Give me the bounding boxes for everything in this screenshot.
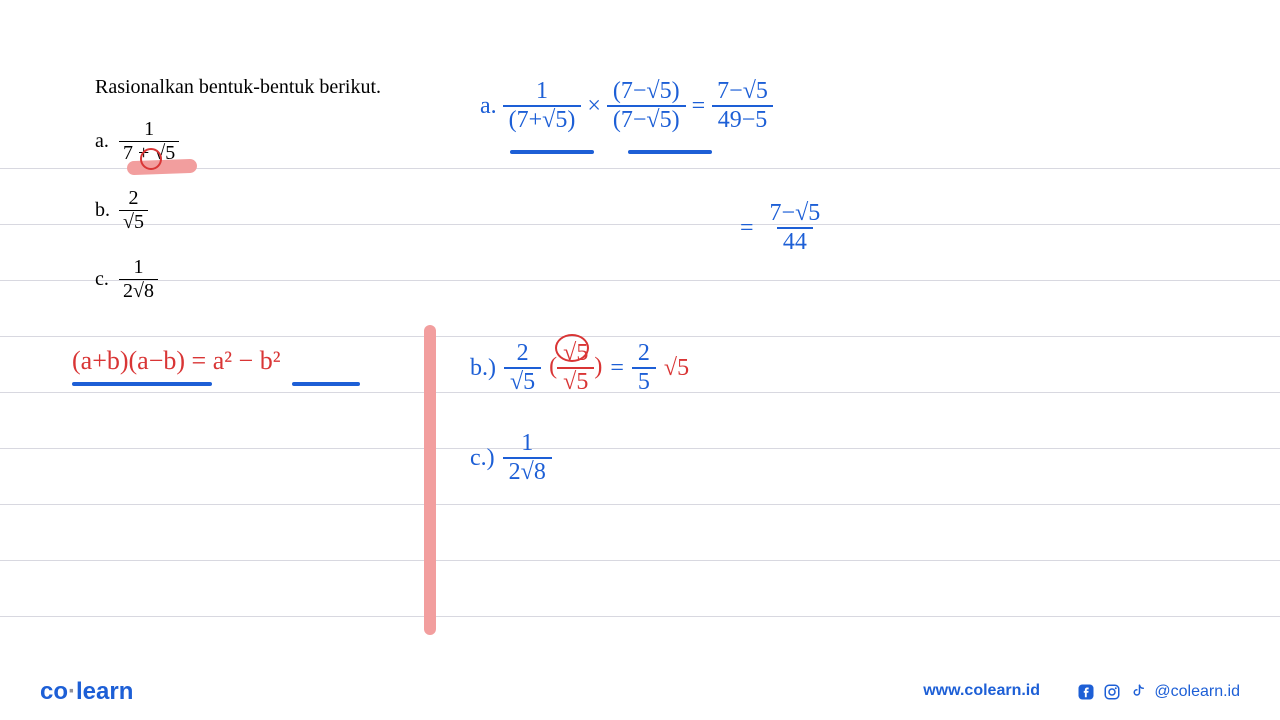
rule-line [0, 336, 1280, 337]
work-a-r1-num: 7−√5 [711, 78, 774, 105]
problem-list: a. 1 7 + √5 b. 2 √5 c. 1 2√8 [95, 118, 179, 325]
problem-a: a. 1 7 + √5 [95, 118, 179, 165]
circle-root5 [555, 334, 589, 362]
work-b-result-den: 5 [632, 367, 656, 396]
work-b: b.) 2 √5 ( √5 √5 ) = 2 5 √5 [470, 340, 689, 396]
brand-co: co [40, 678, 68, 705]
rule-line [0, 560, 1280, 561]
problem-c-letter: c. [95, 268, 119, 291]
work-a-r2-den: 44 [777, 227, 813, 256]
work-c-num: 1 [515, 430, 539, 457]
work-a-f2-den: (7−√5) [607, 105, 686, 134]
underline-a-den2 [628, 150, 712, 154]
problem-b: b. 2 √5 [95, 187, 179, 234]
problem-a-numerator: 1 [140, 118, 158, 141]
circle-plus-sign [140, 148, 162, 170]
rule-line [0, 224, 1280, 225]
underline-formula-rhs [292, 382, 360, 386]
problem-b-letter: b. [95, 199, 119, 222]
work-c-den: 2√8 [503, 457, 552, 486]
work-a-f2-num: (7−√5) [607, 78, 686, 105]
underline-formula-lhs [72, 382, 212, 386]
formula-lhs: (a+b)(a−b) [72, 346, 185, 375]
rule-line [0, 448, 1280, 449]
work-b-f1-den: √5 [504, 367, 541, 396]
problem-a-letter: a. [95, 130, 119, 153]
work-b-label: b.) [470, 355, 496, 382]
formula-eq: = [185, 346, 213, 375]
work-c: c.) 1 2√8 [470, 430, 552, 486]
equals-sign: = [692, 93, 706, 120]
underline-a-den1 [510, 150, 594, 154]
tiktok-icon[interactable] [1128, 682, 1148, 702]
work-b-result-tail: √5 [664, 355, 689, 382]
instagram-icon[interactable] [1102, 682, 1122, 702]
work-b-paren-den: √5 [557, 367, 594, 396]
problem-b-numerator: 2 [124, 187, 142, 210]
brand-dot: · [68, 678, 76, 705]
work-a-r1-den: 49−5 [712, 105, 774, 134]
rule-line [0, 504, 1280, 505]
equals-sign-2: = [740, 215, 754, 242]
work-a-r2-num: 7−√5 [764, 200, 827, 227]
brand-learn: learn [76, 678, 133, 705]
formula-rhs: a² − b² [213, 346, 281, 375]
footer: co·learn www.colearn.id @colearn.id [0, 666, 1280, 706]
problem-c-denominator: 2√8 [119, 279, 158, 303]
equals-sign-b: = [610, 355, 624, 382]
rule-line [0, 616, 1280, 617]
problem-b-denominator: √5 [119, 210, 148, 234]
work-c-label: c.) [470, 445, 495, 472]
facebook-icon[interactable] [1076, 682, 1096, 702]
work-b-f1-num: 2 [511, 340, 535, 367]
work-a: a. 1 (7+√5) × (7−√5) (7−√5) = 7−√5 49−5 [480, 78, 774, 134]
problem-c: c. 1 2√8 [95, 256, 179, 303]
footer-social: @colearn.id [1076, 682, 1240, 702]
work-b-result-num: 2 [632, 340, 656, 367]
formula-difference-of-squares: (a+b)(a−b) = a² − b² [72, 346, 281, 376]
footer-url[interactable]: www.colearn.id [923, 682, 1040, 700]
page-title: Rasionalkan bentuk-bentuk berikut. [95, 76, 381, 99]
work-a-label: a. [480, 93, 497, 120]
divider-bar [424, 325, 436, 635]
social-handle[interactable]: @colearn.id [1154, 683, 1240, 701]
work-a-f1-num: 1 [530, 78, 554, 105]
problem-c-numerator: 1 [129, 256, 147, 279]
work-a-f1-den: (7+√5) [503, 105, 582, 134]
rule-line [0, 280, 1280, 281]
brand-logo: co·learn [40, 678, 133, 706]
times-sign: × [587, 93, 601, 120]
work-a-step2: = 7−√5 44 [740, 200, 826, 256]
